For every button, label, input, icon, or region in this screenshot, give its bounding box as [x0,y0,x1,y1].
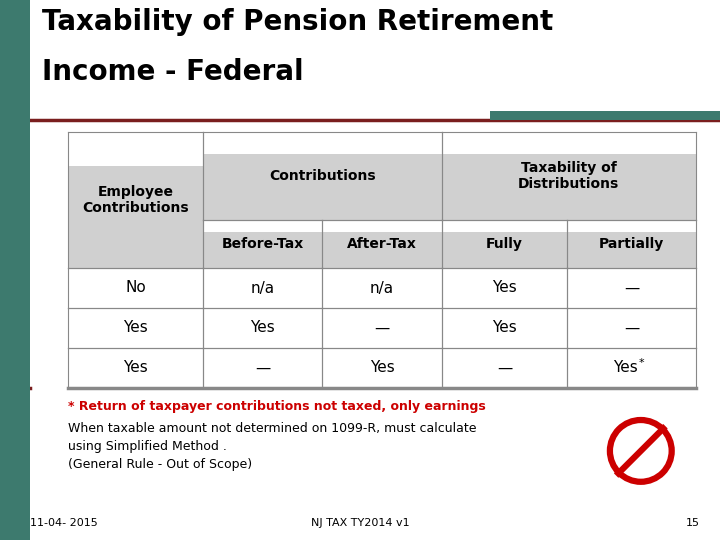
Text: Before-Tax: Before-Tax [222,237,304,251]
Text: Partially: Partially [599,237,665,251]
Text: 15: 15 [686,518,700,528]
Text: NJ TAX TY2014 v1: NJ TAX TY2014 v1 [311,518,409,528]
Text: —: — [624,321,639,335]
Text: 11-04- 2015: 11-04- 2015 [30,518,98,528]
Text: Contributions: Contributions [269,169,376,183]
Text: —: — [497,361,512,375]
Text: Yes: Yes [123,321,148,335]
Text: Taxability of Pension Retirement: Taxability of Pension Retirement [42,8,553,36]
Text: Fully: Fully [486,237,523,251]
Text: Yes: Yes [251,321,275,335]
Text: Yes: Yes [123,361,148,375]
Text: n/a: n/a [251,280,275,295]
Text: using Simplified Method .: using Simplified Method . [68,440,227,453]
Text: Yes: Yes [492,280,517,295]
Text: —: — [374,321,390,335]
Text: No: No [125,280,146,295]
Text: Employee
Contributions: Employee Contributions [82,185,189,215]
Text: Yes: Yes [369,361,395,375]
Text: * Return of taxpayer contributions not taxed, only earnings: * Return of taxpayer contributions not t… [68,400,486,413]
Text: —: — [624,280,639,295]
Text: *: * [639,357,644,368]
Text: Yes: Yes [613,361,638,375]
Text: n/a: n/a [370,280,394,295]
Text: After-Tax: After-Tax [347,237,417,251]
Text: Income - Federal: Income - Federal [42,58,304,86]
Text: Yes: Yes [492,321,517,335]
Text: —: — [255,361,270,375]
Text: Taxability of
Distributions: Taxability of Distributions [518,161,619,191]
Text: When taxable amount not determined on 1099-R, must calculate: When taxable amount not determined on 10… [68,422,477,435]
Text: (General Rule - Out of Scope): (General Rule - Out of Scope) [68,458,252,471]
